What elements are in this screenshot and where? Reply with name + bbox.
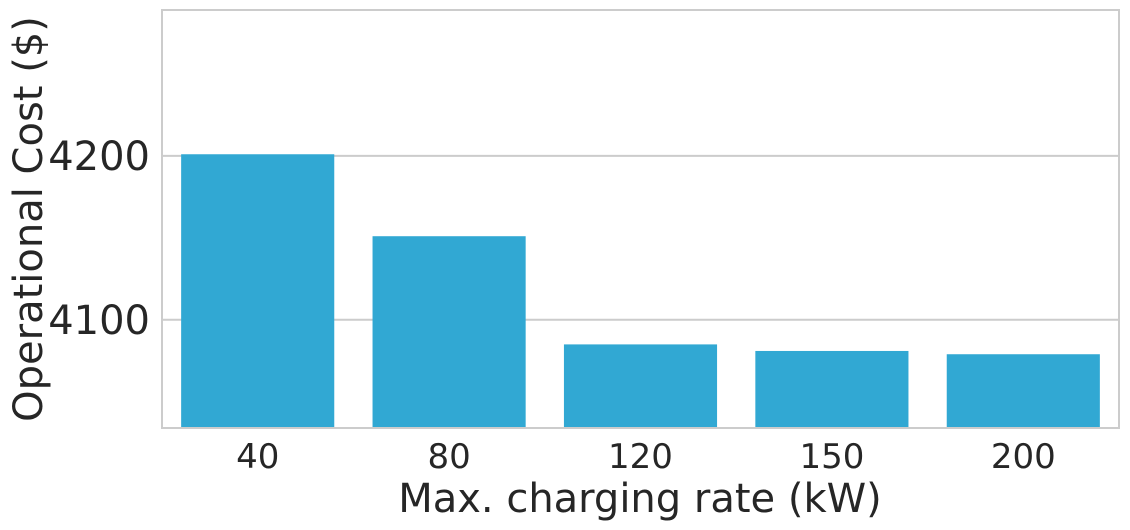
x-tick-label: 200 bbox=[991, 437, 1056, 477]
bar-120 bbox=[563, 344, 718, 428]
x-tick-label: 150 bbox=[799, 437, 864, 477]
x-tick-label: 80 bbox=[427, 437, 470, 477]
plot-frame bbox=[161, 9, 1120, 429]
bar-40 bbox=[181, 154, 335, 428]
y-tick-labels: 4100 4200 bbox=[48, 134, 150, 344]
y-tick-label: 4200 bbox=[48, 134, 150, 180]
bar-80 bbox=[372, 236, 526, 428]
bar-series bbox=[181, 154, 1100, 428]
bar-200 bbox=[946, 354, 1100, 428]
x-tick-labels: 40 80 120 150 200 bbox=[236, 437, 1056, 477]
x-axis-title: Max. charging rate (kW) bbox=[398, 476, 882, 522]
y-axis-title: Operational Cost ($) bbox=[6, 16, 52, 422]
bar-150 bbox=[755, 350, 909, 428]
x-tick-label: 120 bbox=[608, 437, 673, 477]
y-tick-label: 4100 bbox=[48, 298, 150, 344]
x-tick-label: 40 bbox=[236, 437, 279, 477]
